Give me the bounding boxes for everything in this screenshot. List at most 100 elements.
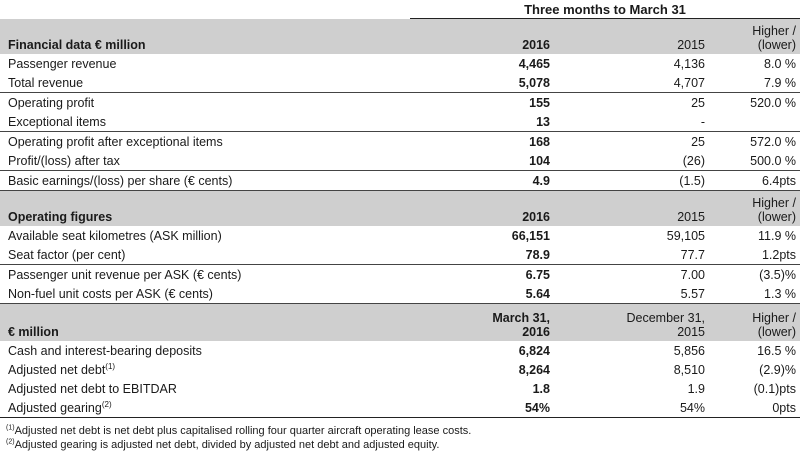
table-row: Total revenue 5,078 4,707 7.9 % xyxy=(0,73,800,93)
row-current: 78.9 xyxy=(430,245,554,265)
row-previous: (1.5) xyxy=(554,170,709,191)
table-row: Seat factor (per cent) 78.9 77.7 1.2pts xyxy=(0,245,800,265)
row-change: 6.4pts xyxy=(709,170,800,191)
row-change: 0pts xyxy=(709,398,800,418)
footnote: (2)Adjusted gearing is adjusted net debt… xyxy=(0,438,800,452)
row-change: 1.3 % xyxy=(709,284,800,304)
financial-table: Financial data € million 2016 2015 Highe… xyxy=(0,19,800,418)
row-current: 4,465 xyxy=(518,57,550,71)
row-previous: 5,856 xyxy=(673,344,705,358)
col-change-line2: (lower) xyxy=(757,325,796,339)
footnote-marker: (2) xyxy=(6,438,15,446)
row-change: 520.0 % xyxy=(750,96,796,110)
section-header-operating: Operating figures 2016 2015 Higher / (low… xyxy=(0,190,800,226)
row-label: Operating profit xyxy=(8,96,95,110)
row-change: 500.0 % xyxy=(709,151,800,171)
row-previous: 5.57 xyxy=(554,284,709,304)
section-header-balance: € million March 31, 2016 December 31, 2015… xyxy=(0,303,800,341)
row-change: (2.9)% xyxy=(759,363,796,377)
table-row: Available seat kilometres (ASK million) … xyxy=(0,226,800,245)
table-row: Non-fuel unit costs per ASK (€ cents) 5.… xyxy=(0,284,800,304)
table-row: Passenger unit revenue per ASK (€ cents)… xyxy=(0,265,800,285)
table-row: Exceptional items 13 - xyxy=(0,112,800,132)
col-current-line1: March 31, xyxy=(492,311,550,325)
row-label: Cash and interest-bearing deposits xyxy=(0,341,430,360)
table-row: Adjusted gearing(2) 54% 54% 0pts xyxy=(0,398,800,418)
section-header-financial: Financial data € million 2016 2015 Highe… xyxy=(0,19,800,54)
row-change: 7.9 % xyxy=(709,73,800,93)
row-current: 5,078 xyxy=(430,73,554,93)
row-label: Available seat kilometres (ASK million) xyxy=(8,229,222,243)
row-current: 54% xyxy=(430,398,554,418)
row-previous: - xyxy=(554,112,709,132)
col-current-line2: 2016 xyxy=(522,325,550,339)
col-change: Higher / (lower) xyxy=(709,19,800,54)
row-current: 6,824 xyxy=(518,344,550,358)
row-current: 155 xyxy=(529,96,550,110)
row-current: 168 xyxy=(529,135,550,149)
row-current: 66,151 xyxy=(511,229,550,243)
footnote-marker: (1) xyxy=(6,424,15,432)
table-row: Cash and interest-bearing deposits 6,824… xyxy=(0,341,800,360)
row-label: Passenger unit revenue per ASK (€ cents) xyxy=(8,268,242,282)
col-current: 2016 xyxy=(430,190,554,226)
section-title: € million xyxy=(0,303,430,341)
row-label: Non-fuel unit costs per ASK (€ cents) xyxy=(0,284,430,304)
row-previous: 25 xyxy=(691,135,705,149)
row-change: (3.5)% xyxy=(759,268,796,282)
footnote-text: Adjusted net debt is net debt plus capit… xyxy=(14,425,472,437)
row-label-text: Adjusted gearing xyxy=(8,401,102,415)
col-change-line2: (lower) xyxy=(757,210,796,224)
row-change: 1.2pts xyxy=(709,245,800,265)
table-row: Operating profit 155 25 520.0 % xyxy=(0,93,800,113)
table-row: Adjusted net debt(1) 8,264 8,510 (2.9)% xyxy=(0,360,800,379)
row-label: Adjusted net debt to EBITDAR xyxy=(0,379,430,398)
row-current: 4.9 xyxy=(430,170,554,191)
row-current: 13 xyxy=(430,112,554,132)
row-label: Operating profit after exceptional items xyxy=(8,135,223,149)
row-label: Seat factor (per cent) xyxy=(0,245,430,265)
col-previous: 2015 xyxy=(554,19,709,54)
section-title: Operating figures xyxy=(0,190,430,226)
row-label: Total revenue xyxy=(0,73,430,93)
row-previous: 59,105 xyxy=(666,229,705,243)
col-previous-line2: 2015 xyxy=(677,325,705,339)
row-previous: 8,510 xyxy=(673,363,705,377)
table-row: Adjusted net debt to EBITDAR 1.8 1.9 (0.… xyxy=(0,379,800,398)
col-change-line1: Higher / xyxy=(752,24,796,38)
row-change: 11.9 % xyxy=(758,229,796,243)
row-label: Adjusted gearing(2) xyxy=(0,398,430,418)
row-previous: 1.9 xyxy=(687,382,705,396)
period-header: Three months to March 31 xyxy=(410,2,800,19)
row-previous: (26) xyxy=(554,151,709,171)
col-previous: December 31, 2015 xyxy=(554,303,709,341)
row-label: Profit/(loss) after tax xyxy=(0,151,430,171)
col-change: Higher / (lower) xyxy=(709,190,800,226)
row-current: 6.75 xyxy=(525,268,550,282)
section-title: Financial data € million xyxy=(0,19,430,54)
row-change: 8.0 % xyxy=(764,57,796,71)
footnote-marker: (2) xyxy=(101,399,112,409)
row-change: (0.1)pts xyxy=(753,382,796,396)
row-previous: 7.00 xyxy=(680,268,705,282)
table-row: Operating profit after exceptional items… xyxy=(0,132,800,152)
row-current: 5.64 xyxy=(430,284,554,304)
row-previous: 77.7 xyxy=(554,245,709,265)
row-current: 1.8 xyxy=(532,382,550,396)
col-change-line2: (lower) xyxy=(757,38,796,52)
row-previous: 4,707 xyxy=(554,73,709,93)
row-previous: 54% xyxy=(554,398,709,418)
row-label-text: Cash and interest-bearing deposits xyxy=(8,344,202,358)
row-label: Exceptional items xyxy=(0,112,430,132)
table-row: Basic earnings/(loss) per share (€ cents… xyxy=(0,170,800,191)
col-change: Higher / (lower) xyxy=(709,303,800,341)
row-previous: 4,136 xyxy=(673,57,705,71)
row-previous: 25 xyxy=(691,96,705,110)
col-current: March 31, 2016 xyxy=(430,303,554,341)
table-row: Profit/(loss) after tax 104 (26) 500.0 % xyxy=(0,151,800,171)
table-row: Passenger revenue 4,465 4,136 8.0 % xyxy=(0,54,800,73)
row-label-text: Adjusted net debt to EBITDAR xyxy=(8,382,177,396)
row-change: 572.0 % xyxy=(750,135,796,149)
col-current: 2016 xyxy=(430,19,554,54)
